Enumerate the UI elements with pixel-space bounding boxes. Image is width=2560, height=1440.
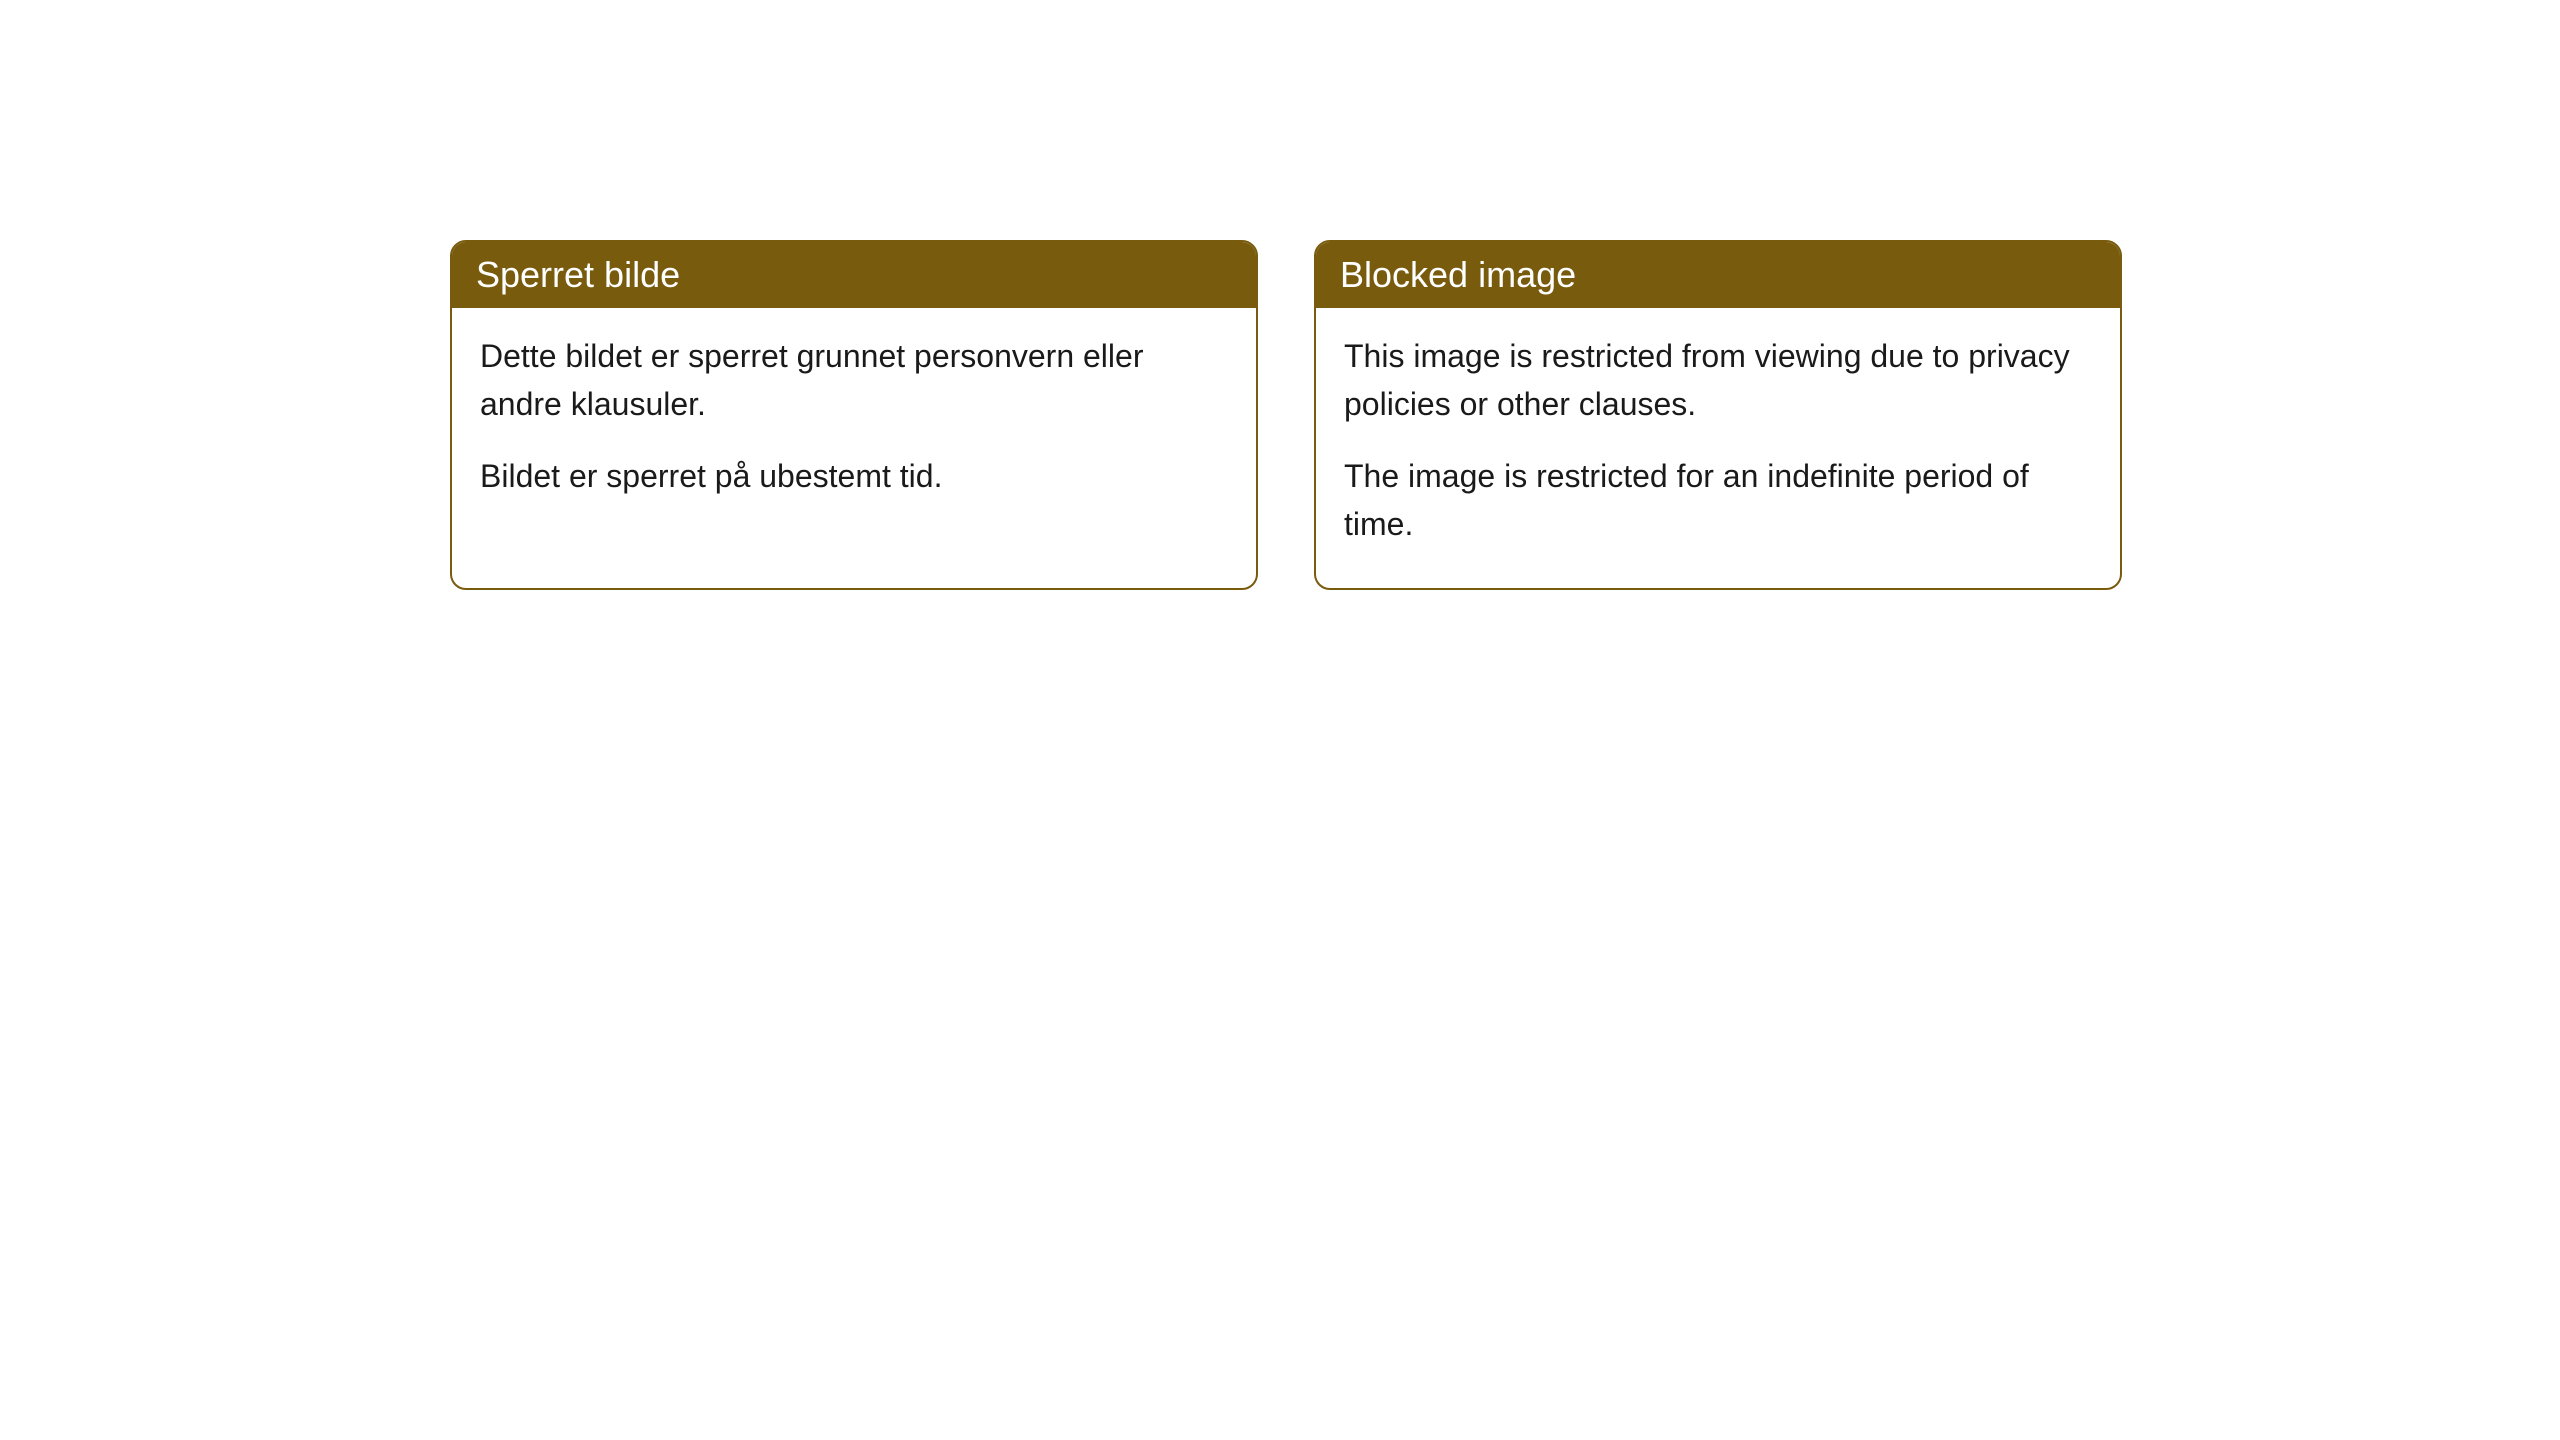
card-header: Blocked image	[1316, 242, 2120, 308]
card-paragraph: Dette bildet er sperret grunnet personve…	[480, 332, 1228, 428]
card-header: Sperret bilde	[452, 242, 1256, 308]
card-body: Dette bildet er sperret grunnet personve…	[452, 308, 1256, 540]
blocked-image-card-english: Blocked image This image is restricted f…	[1314, 240, 2122, 590]
notice-card-container: Sperret bilde Dette bildet er sperret gr…	[450, 240, 2560, 590]
card-body: This image is restricted from viewing du…	[1316, 308, 2120, 588]
card-paragraph: Bildet er sperret på ubestemt tid.	[480, 452, 1228, 500]
card-paragraph: The image is restricted for an indefinit…	[1344, 452, 2092, 548]
card-title: Sperret bilde	[476, 254, 680, 295]
card-title: Blocked image	[1340, 254, 1576, 295]
blocked-image-card-norwegian: Sperret bilde Dette bildet er sperret gr…	[450, 240, 1258, 590]
card-paragraph: This image is restricted from viewing du…	[1344, 332, 2092, 428]
